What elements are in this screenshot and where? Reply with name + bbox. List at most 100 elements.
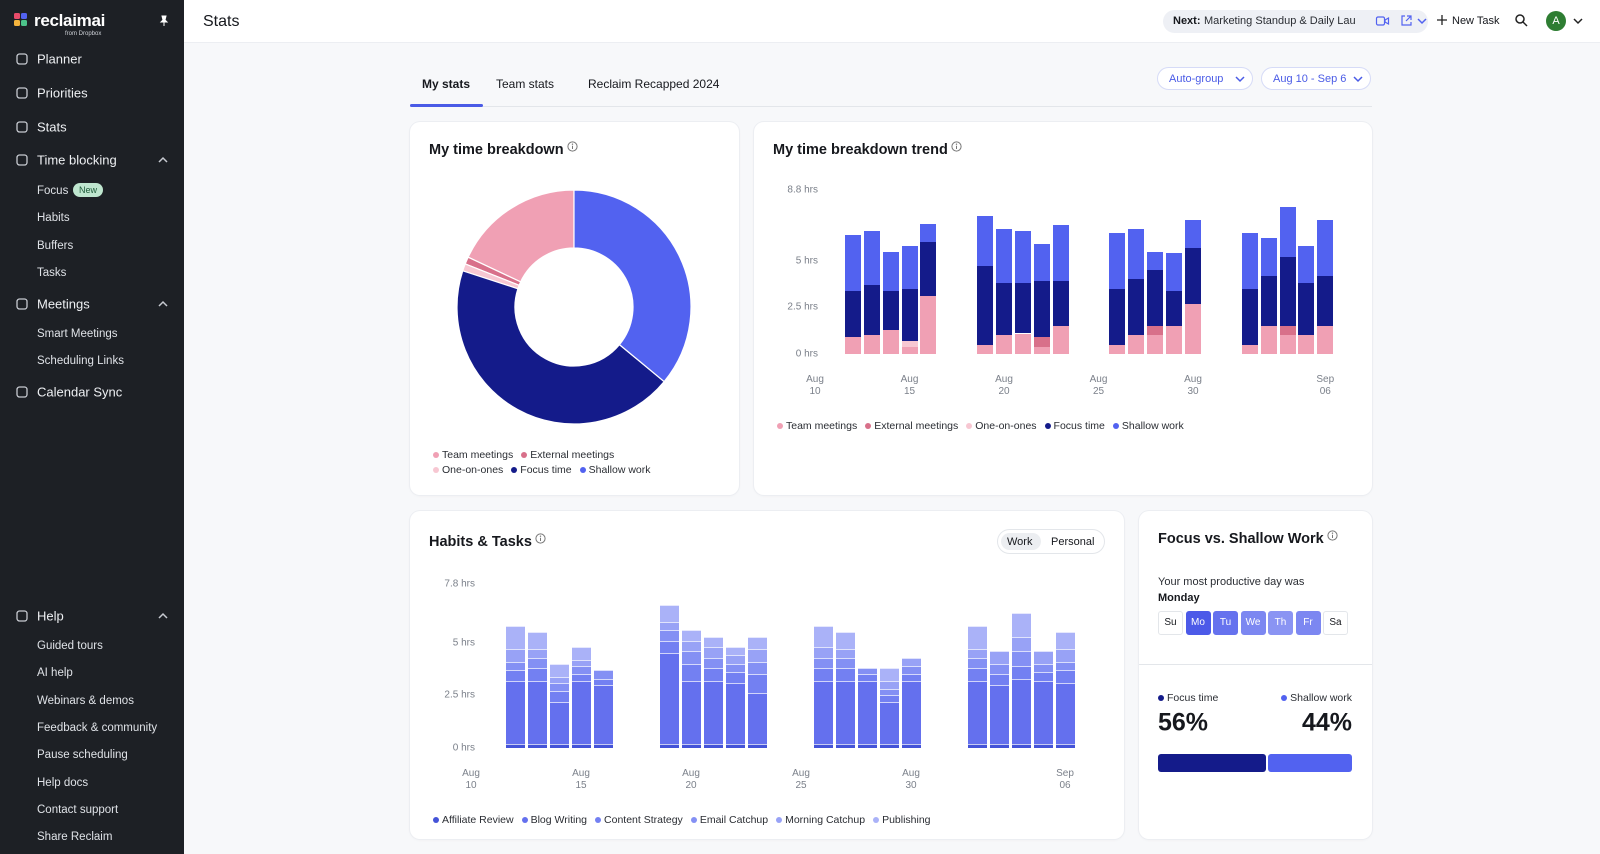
bar-segment <box>1241 344 1258 354</box>
bar-segment <box>844 337 861 354</box>
toggle-option[interactable]: Personal <box>1051 535 1095 548</box>
bar-segment <box>1011 743 1031 748</box>
chevron <box>158 612 168 619</box>
nav-sub-item[interactable]: Feedback & community <box>37 721 158 734</box>
bar-segment <box>844 290 861 338</box>
nav-icon-shape <box>16 87 28 99</box>
legend-item: Content Strategy <box>595 814 683 826</box>
nav-icon <box>16 121 28 133</box>
legend-swatch <box>595 817 602 823</box>
bar-segment <box>1185 303 1201 354</box>
bar-segment <box>813 680 833 744</box>
nav-icon <box>16 53 28 65</box>
filter-dropdown[interactable] <box>1261 67 1371 90</box>
nav-sub-item[interactable]: Focus <box>37 185 69 197</box>
legend-item: Morning Catchup <box>776 814 865 826</box>
bar-segment <box>659 630 679 641</box>
card-title: Focus vs. Shallow Work <box>1158 531 1324 547</box>
next-event-pill[interactable] <box>1163 10 1428 33</box>
nav-sub-item[interactable]: Buffers <box>37 239 74 252</box>
filter-dropdown[interactable] <box>1157 67 1253 90</box>
bar-segment <box>863 231 880 286</box>
bar-segment <box>844 234 861 291</box>
x-tick-label: Aug 10 <box>806 374 824 397</box>
tab[interactable]: My stats <box>422 77 471 91</box>
chevron-icon <box>158 156 168 163</box>
bar-segment <box>1166 290 1183 327</box>
chevron-icon <box>1353 76 1363 83</box>
bar-segment <box>989 743 1009 748</box>
legend: Affiliate Review Blog Writing Content Stra… <box>433 814 1053 826</box>
next-event[interactable]: Marketing Standup & Daily Lau... <box>1204 15 1356 27</box>
bar-segment <box>593 743 613 748</box>
open-icon <box>1401 15 1412 26</box>
legend-swatch <box>1281 695 1288 701</box>
bar-segment <box>549 691 569 702</box>
bar-segment <box>681 640 701 652</box>
nav-item[interactable]: Time blocking <box>37 152 117 168</box>
tab[interactable]: Team stats <box>496 77 555 91</box>
nav-sub-item[interactable]: Share Reclaim <box>37 831 113 844</box>
nav-item[interactable]: Priorities <box>37 85 88 101</box>
x-tick-label: Aug 30 <box>902 768 920 791</box>
nav-sub-item[interactable]: Scheduling Links <box>37 355 124 368</box>
nav-sub-item[interactable]: Help docs <box>37 776 89 789</box>
avatar[interactable]: A <box>1546 11 1566 31</box>
bar-segment <box>1185 247 1201 304</box>
nav-sub-item[interactable]: AI help <box>37 667 73 680</box>
nav-icon-shape <box>16 298 28 310</box>
bar-segment <box>725 655 745 664</box>
nav-item[interactable]: Calendar Sync <box>37 384 123 400</box>
bar-segment <box>703 680 723 744</box>
nav-sub-item[interactable]: Guided tours <box>37 640 103 652</box>
legend-label: Morning Catchup <box>785 814 866 826</box>
filter-label[interactable]: Auto-group <box>1169 72 1224 85</box>
bar-segment <box>989 663 1009 675</box>
toggle-option[interactable]: Work <box>1007 535 1033 548</box>
nav-sub-item[interactable]: Tasks <box>37 266 67 279</box>
logo-square <box>21 13 27 19</box>
chevron-icon <box>1573 18 1583 25</box>
nav-sub-item[interactable]: Contact support <box>37 803 119 816</box>
chevron <box>1417 18 1427 25</box>
nav-item[interactable]: Help <box>37 608 64 624</box>
legend-item: Shallow work <box>1112 420 1184 432</box>
legend-label: External meetings <box>530 449 615 461</box>
nav-item[interactable]: Meetings <box>37 296 90 312</box>
card: My time breakdown Team meetings External m… <box>410 122 739 495</box>
bar-segment <box>681 630 701 641</box>
legend-item: Shallow work <box>1281 692 1352 704</box>
legend-label: Focus time <box>1053 420 1105 432</box>
logo-name: reclaimai <box>34 11 106 30</box>
filter-label[interactable]: Aug 10 - Sep 6 <box>1273 72 1347 85</box>
nav-sub-item[interactable]: Smart Meetings <box>37 328 118 340</box>
nav-sub-item[interactable]: Webinars & demos <box>37 694 134 707</box>
bar-segment <box>879 668 899 681</box>
bar-segment <box>920 242 937 297</box>
bar-segment <box>1011 678 1031 744</box>
bar-segment <box>1014 231 1031 284</box>
bar-segment <box>571 743 591 748</box>
day-box: We <box>1240 611 1266 635</box>
bar-segment <box>1317 275 1334 327</box>
y-tick-label: 2.5 hrs <box>787 301 818 313</box>
legend-swatch <box>433 452 439 458</box>
chevron-icon <box>1235 76 1245 83</box>
bar-segment <box>747 649 767 662</box>
nav-sub-item[interactable]: Pause scheduling <box>37 749 128 762</box>
tab[interactable]: Reclaim Recapped 2024 <box>588 77 720 91</box>
nav-item[interactable]: Planner <box>37 51 82 67</box>
nav-icon-shape <box>16 121 28 133</box>
info-circle <box>951 141 962 152</box>
bar-segment <box>1055 670 1075 683</box>
nav-item[interactable]: Stats <box>37 119 67 135</box>
bar-segment <box>1147 335 1164 354</box>
y-tick-label: 0 hrs <box>795 348 818 360</box>
bar-segment <box>967 626 987 650</box>
new-task-button[interactable]: New Task <box>1452 15 1500 27</box>
nav-icon-shape <box>16 53 28 65</box>
bar-segment <box>659 621 679 631</box>
nav-sub-item[interactable]: Habits <box>37 212 70 225</box>
search-handle <box>1522 21 1528 27</box>
bar-segment <box>835 657 855 669</box>
